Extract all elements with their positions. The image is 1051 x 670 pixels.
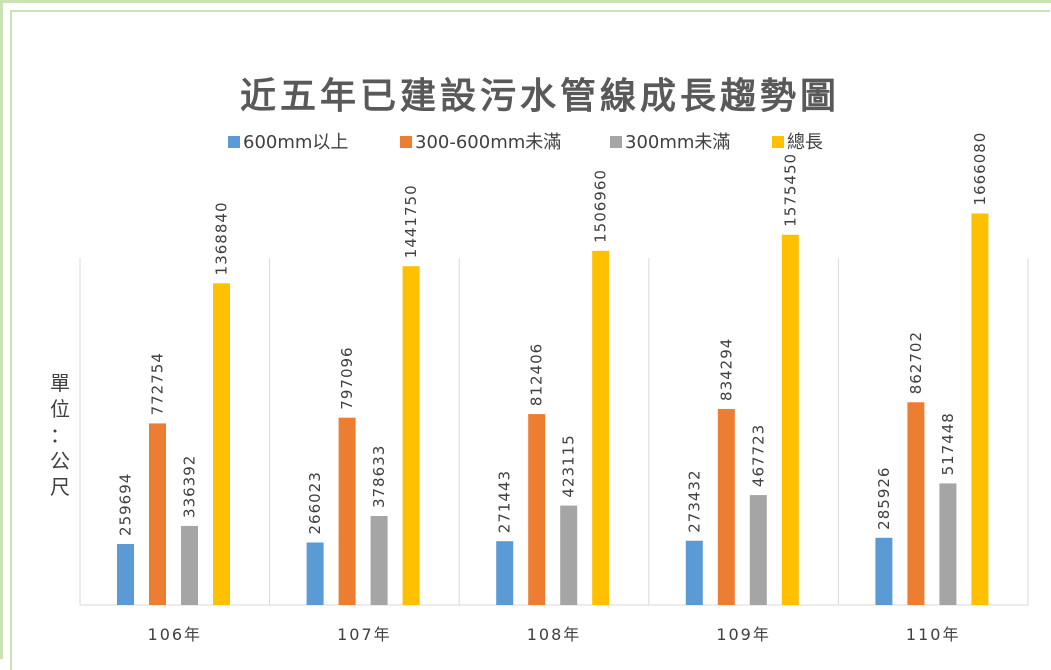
- x-tick-label: 107年: [337, 625, 392, 644]
- bar: [685, 540, 703, 605]
- bar: [338, 417, 356, 605]
- bar: [592, 250, 610, 606]
- bar: [213, 283, 230, 605]
- gridlines: [79, 258, 1029, 606]
- bar: [781, 234, 799, 605]
- data-label: 1368840: [213, 202, 231, 276]
- y-axis-label-char: ：: [50, 423, 70, 447]
- data-label: 285926: [875, 467, 893, 530]
- legend: 600mm以上 300-600mm未滿 300mm未滿 總長: [228, 132, 823, 153]
- data-label: 378633: [370, 445, 388, 508]
- bar: [306, 542, 324, 605]
- bar: [181, 525, 198, 605]
- y-axis-label: 單位：公尺: [50, 371, 70, 499]
- data-label: 797096: [338, 346, 356, 409]
- bar: [939, 483, 957, 605]
- x-axis-ticks: 106年 107年 108年 109年 110年: [148, 625, 961, 644]
- bar: [875, 537, 893, 605]
- legend-swatch: [228, 136, 240, 148]
- bars: [117, 213, 989, 606]
- bar: [907, 402, 925, 605]
- data-label: 259694: [117, 473, 135, 536]
- data-label: 1506960: [592, 169, 610, 243]
- bar: [560, 505, 578, 605]
- legend-swatch: [772, 136, 784, 148]
- data-labels: 259694 772754 336392 1368840 266023 797096 378…: [117, 132, 989, 536]
- data-label: 517448: [939, 412, 957, 475]
- y-axis-label-char: 尺: [50, 475, 70, 499]
- data-label: 423115: [560, 434, 578, 497]
- legend-swatch: [610, 136, 622, 148]
- bar: [370, 516, 388, 605]
- data-label: 1441750: [402, 184, 420, 258]
- x-tick-label: 109年: [716, 625, 771, 644]
- data-label: 273432: [685, 469, 703, 532]
- data-label: 336392: [181, 455, 199, 518]
- data-label: 862702: [907, 331, 925, 394]
- bar: [117, 543, 134, 605]
- legend-swatch: [400, 136, 412, 148]
- data-label: 266023: [306, 471, 324, 534]
- bar: [496, 541, 514, 605]
- data-label: 812406: [528, 343, 546, 406]
- bar: [749, 495, 767, 605]
- bar: [528, 414, 546, 605]
- chart-frame-inner: [10, 10, 1050, 670]
- x-tick-label: 108年: [527, 625, 582, 644]
- data-label: 1575450: [781, 153, 799, 227]
- legend-label: 300-600mm未滿: [415, 132, 561, 153]
- x-tick-label: 106年: [148, 625, 203, 644]
- bar: [402, 266, 420, 605]
- bar: [149, 423, 166, 605]
- bar: [971, 213, 989, 606]
- y-axis-label-char: 單: [50, 371, 70, 395]
- data-label: 467723: [749, 424, 767, 487]
- chart-title: 近五年已建設污水管線成長趨勢圖: [240, 76, 840, 117]
- legend-label: 600mm以上: [243, 132, 348, 153]
- legend-label: 總長: [787, 132, 823, 153]
- bar: [717, 408, 735, 605]
- data-label: 772754: [149, 352, 167, 415]
- y-axis-label-char: 位: [50, 397, 70, 421]
- data-label: 1666080: [971, 132, 989, 206]
- legend-label: 300mm未滿: [625, 132, 730, 153]
- data-label: 834294: [717, 338, 735, 401]
- x-tick-label: 110年: [906, 625, 961, 644]
- y-axis-label-char: 公: [50, 449, 70, 473]
- data-label: 271443: [496, 470, 514, 533]
